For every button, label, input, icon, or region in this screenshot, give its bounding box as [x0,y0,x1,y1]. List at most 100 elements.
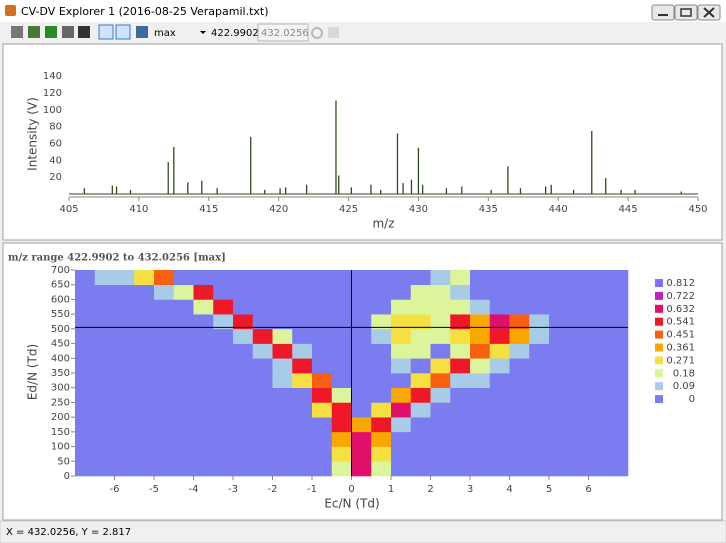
heat-cell [193,343,214,359]
y-tick-label: 60 [49,139,62,150]
maximize-button[interactable] [674,4,698,21]
heat-cell [134,299,155,315]
heat-cell [312,446,333,462]
heat-cell [608,358,629,374]
y-tick-label: 250 [51,397,70,408]
y-tick-label: 140 [43,71,62,82]
heat-cell [292,314,313,330]
heat-cell [252,431,273,447]
heat-cell [450,270,471,286]
heat-cell [94,446,115,462]
heat-cell [430,314,451,330]
heat-cell [371,387,392,403]
heat-cell [75,431,96,447]
heat-cell [588,373,609,389]
heat-cell [193,358,214,374]
y-axis-label: Ed/N (Td) [26,344,40,400]
heat-cell [312,387,333,403]
heat-cell [450,358,471,374]
heat-cell [94,461,115,477]
heat-cell [470,299,491,315]
status-text: X = 432.0256, Y = 2.817 [6,527,131,538]
legend-label: 0.271 [666,355,695,366]
heat-cell [114,402,135,418]
heat-cell [470,284,491,300]
heat-cell [549,373,570,389]
close-button[interactable] [697,4,721,21]
heat-cell [252,446,273,462]
heat-cell [588,270,609,286]
heat-cell [371,373,392,389]
heat-cell [173,417,194,433]
tool-button[interactable] [11,26,23,38]
heat-cell [410,373,431,389]
heat-cell [608,461,629,477]
heat-cell [292,358,313,374]
heat-cell [568,387,589,403]
heat-cell [331,417,352,433]
tool-button[interactable] [115,24,131,40]
heat-cell [331,373,352,389]
heatmap-chart: m/z range 422.9902 to 432.0256 [max] -6 -5… [8,253,695,511]
heat-cell [588,358,609,374]
minimize-button[interactable] [651,4,675,21]
heat-cell [173,387,194,403]
tool-button[interactable] [311,27,323,39]
heat-cell [154,358,175,374]
mz-high-box[interactable] [257,23,309,42]
y-tick-label: 0 [64,471,70,482]
heat-cell [430,402,451,418]
mode-combo[interactable] [200,31,206,34]
tool-button[interactable] [98,24,114,40]
tool-button[interactable] [78,26,90,38]
tool-button[interactable] [28,26,40,38]
heat-cell [193,299,214,315]
heat-cell [489,284,510,300]
heat-cell [213,446,234,462]
heat-cell [371,314,392,330]
heat-cell [173,402,194,418]
heat-cell [410,314,431,330]
y-tick-label: 600 [51,294,70,305]
heat-cell [549,270,570,286]
heat-cell [588,431,609,447]
heat-cell [430,270,451,286]
heat-cell [391,284,412,300]
tool-button[interactable] [62,26,74,38]
heat-cell [292,461,313,477]
heat-cell [529,343,550,359]
heat-cell [134,387,155,403]
heat-cell [331,446,352,462]
y-tick-label: 40 [49,155,62,166]
heat-cell [430,387,451,403]
heat-cell [154,417,175,433]
heat-cell [252,461,273,477]
heat-cell [351,343,372,359]
tool-button[interactable] [136,26,148,38]
heat-cell [450,446,471,462]
heat-cell [410,299,431,315]
heat-cell [331,358,352,374]
heat-cell [549,314,570,330]
heat-cell [450,431,471,447]
mz-low[interactable]: 422.9902 [211,28,259,39]
tool-button[interactable] [45,26,57,38]
heat-cell [529,373,550,389]
y-tick-label: 100 [43,105,62,116]
tool-button[interactable] [328,27,339,38]
heat-cell [529,461,550,477]
heat-cell [292,373,313,389]
heat-cell [391,417,412,433]
heat-cell [134,314,155,330]
mode-value: max [154,28,176,39]
heat-cell [529,387,550,403]
heat-cell [351,270,372,286]
heat-cell [391,314,412,330]
heat-cell [450,284,471,300]
heat-cell [470,270,491,286]
heat-cell [75,328,96,344]
x-tick-label: -1 [307,484,317,495]
heat-cell [371,284,392,300]
y-tick-label: 500 [51,324,70,335]
x-axis-label: m/z [372,217,394,231]
